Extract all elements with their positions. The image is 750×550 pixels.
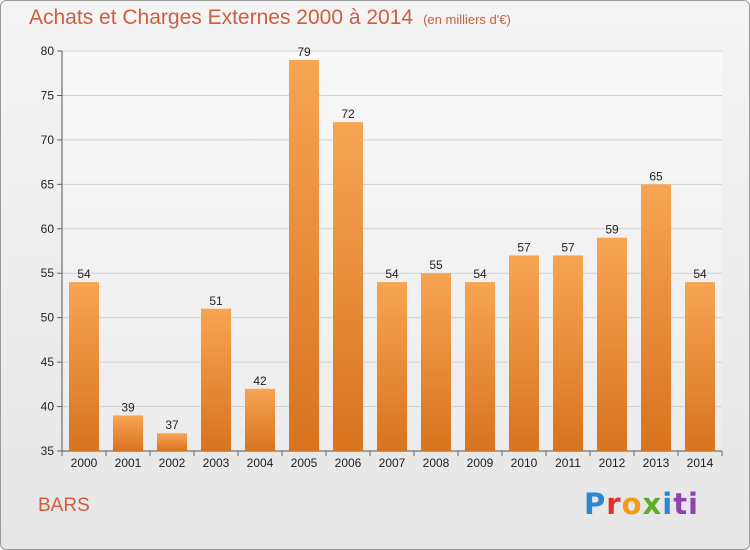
y-tick-label: 60 <box>41 222 55 236</box>
bar-value-label: 54 <box>77 267 91 281</box>
y-tick-label: 40 <box>41 400 55 414</box>
bar-value-label: 54 <box>473 267 487 281</box>
logo-letter: r <box>606 487 622 521</box>
bar-value-label: 54 <box>385 267 399 281</box>
bar <box>553 255 583 451</box>
bar-value-label: 65 <box>649 169 663 183</box>
bar <box>289 59 319 452</box>
chart-subtitle: (en milliers d'€) <box>423 12 511 27</box>
x-tick-label: 2006 <box>335 456 362 470</box>
bar-value-label: 37 <box>165 418 179 432</box>
x-tick-label: 2012 <box>599 456 626 470</box>
y-tick-label: 65 <box>41 177 55 191</box>
bar <box>641 184 671 452</box>
x-tick-label: 2003 <box>203 456 230 470</box>
bar-value-label: 79 <box>297 45 311 59</box>
y-tick-label: 55 <box>41 266 55 280</box>
bar-value-label: 72 <box>341 107 355 121</box>
logo-letter: P <box>584 487 607 521</box>
logo-letter: ti <box>673 487 699 521</box>
x-tick-label: 2000 <box>71 456 98 470</box>
y-tick-label: 45 <box>41 355 55 369</box>
y-tick-label: 50 <box>41 311 55 325</box>
logo-letter: o <box>621 487 643 521</box>
bar-value-label: 54 <box>693 267 707 281</box>
bar <box>377 282 407 451</box>
chart-title: Achats et Charges Externes 2000 à 2014 (e… <box>29 6 511 30</box>
bar <box>465 282 495 451</box>
chart-title-text: Achats et Charges Externes 2000 à 2014 <box>29 6 414 29</box>
y-tick-label: 70 <box>41 133 55 147</box>
bar <box>685 282 715 451</box>
logo-letter: i <box>662 487 674 521</box>
bar <box>69 282 99 451</box>
bar-value-label: 57 <box>561 240 575 254</box>
bar <box>509 255 539 451</box>
x-tick-label: 2010 <box>511 456 538 470</box>
bar <box>597 237 627 451</box>
bar-value-label: 42 <box>253 374 267 388</box>
bar-value-label: 57 <box>517 240 531 254</box>
x-tick-label: 2014 <box>687 456 714 470</box>
bar-value-label: 55 <box>429 258 443 272</box>
x-tick-label: 2001 <box>115 456 142 470</box>
bar <box>421 273 451 451</box>
x-tick-label: 2013 <box>643 456 670 470</box>
y-tick-label: 35 <box>41 444 55 458</box>
bar <box>245 388 275 451</box>
bar-value-label: 39 <box>121 400 135 414</box>
bar <box>333 122 363 451</box>
commune-name: BARS <box>38 495 90 516</box>
logo-letter: x <box>642 487 663 521</box>
x-tick-label: 2008 <box>423 456 450 470</box>
bar <box>201 308 231 451</box>
x-tick-label: 2005 <box>291 456 318 470</box>
x-tick-label: 2011 <box>555 456 581 470</box>
bar-value-label: 51 <box>209 294 223 308</box>
x-tick-label: 2004 <box>247 456 274 470</box>
y-tick-label: 80 <box>41 44 55 58</box>
x-tick-label: 2009 <box>467 456 494 470</box>
proxiti-logo: Proxiti <box>584 487 699 521</box>
x-tick-label: 2002 <box>159 456 186 470</box>
y-tick-label: 75 <box>41 88 55 102</box>
bar <box>157 433 187 451</box>
bar <box>113 415 143 451</box>
bar-value-label: 59 <box>605 223 619 237</box>
x-tick-label: 2007 <box>379 456 406 470</box>
